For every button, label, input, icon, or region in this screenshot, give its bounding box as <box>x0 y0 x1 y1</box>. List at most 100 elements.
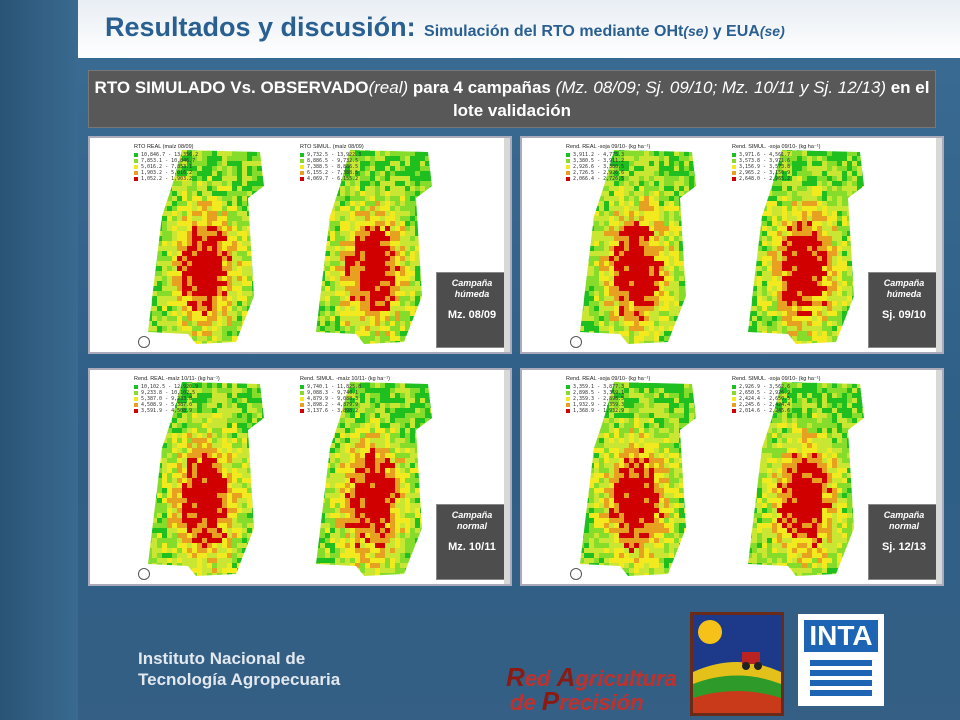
legend-row: 3,359.1 - 3,877.3 <box>566 384 650 390</box>
legend-row: 2,014.6 - 2,245.6 <box>732 408 821 414</box>
legend-row: 1,903.2 - 5,016.2 <box>134 170 198 176</box>
legend-swatch <box>134 177 138 181</box>
legend-simulated: Rend. SIMUL. -soja 09/10- (kg ha⁻¹) 3,971… <box>732 144 821 182</box>
legend-row: 2,898.5 - 3,359.1 <box>566 390 650 396</box>
campaign-year: Mz. 10/11 <box>448 541 496 553</box>
legend-range: 4,069.7 - 6,155.2 <box>307 176 359 182</box>
legend-title: Rend. REAL -soja 09/10- (kg ha⁻¹) <box>566 144 651 150</box>
legend-range: 3,380.5 - 3,911.2 <box>573 158 625 164</box>
campaign-badge: Campaña húmeda Sj. 09/10 <box>868 272 940 348</box>
simulated-yield-map <box>748 150 864 344</box>
legend-swatch <box>300 391 304 395</box>
institute-line2: Tecnología Agropecuaria <box>138 670 341 689</box>
legend-swatch <box>300 171 304 175</box>
legend-range: 2,726.5 - 2,926.6 <box>573 170 625 176</box>
campaign-year: Sj. 12/13 <box>881 541 927 553</box>
legend-swatch <box>300 165 304 169</box>
header-band <box>78 0 960 58</box>
legend-title: Rend. SIMUL. -soja 09/10- (kg ha⁻¹) <box>732 376 821 382</box>
legend-swatch <box>134 159 138 163</box>
legend-row: 3,380.5 - 3,911.2 <box>566 158 650 164</box>
legend-row: 1,932.9 - 2,359.3 <box>566 402 650 408</box>
legend-swatch <box>566 409 570 413</box>
slide-title: Resultados y discusión: Simulación del R… <box>105 12 785 43</box>
vertical-scrollbar[interactable] <box>936 370 942 584</box>
legend-range: 3,156.9 - 3,573.8 <box>739 164 791 170</box>
campaign-badge: Campaña húmeda Mz. 08/09 <box>436 272 508 348</box>
legend-range: 3,971.6 - 4,561.7 <box>739 152 791 158</box>
legend-title: Rend. REAL -maíz 10/11- (kg ha⁻¹) <box>134 376 220 382</box>
legend-row: 3,591.9 - 4,508.9 <box>134 408 220 414</box>
legend-range: 2,965.2 - 3,156.9 <box>739 170 791 176</box>
real-yield-map <box>580 382 696 576</box>
legend-row: 6,155.2 - 7,388.5 <box>300 170 364 176</box>
legend-row: 8,886.5 - 9,732.5 <box>300 158 364 164</box>
campaign-label: Campaña normal <box>883 510 925 531</box>
legend-range: 2,926.9 - 3,562.6 <box>739 384 791 390</box>
legend-range: 2,359.3 - 2,898.5 <box>573 396 625 402</box>
legend-row: 4,069.7 - 6,155.2 <box>300 176 364 182</box>
vertical-scrollbar[interactable] <box>504 138 510 352</box>
legend-swatch <box>732 391 736 395</box>
legend-range: 5,016.2 - 7,853.1 <box>141 164 193 170</box>
legend-row: 10,846.7 - 13,356.2 <box>134 152 198 158</box>
legend-row: 3,573.8 - 3,971.6 <box>732 158 821 164</box>
legend-range: 1,932.9 - 2,359.3 <box>573 402 625 408</box>
legend-range: 1,903.2 - 5,016.2 <box>141 170 193 176</box>
campaign-label: Campaña húmeda <box>883 278 925 299</box>
left-bar <box>0 0 78 720</box>
vertical-scrollbar[interactable] <box>504 370 510 584</box>
simulated-yield-map <box>316 150 432 344</box>
legend-title: RTO SIMUL. (maíz 08/09) <box>300 144 364 150</box>
legend-row: 2,648.0 - 2,965.2 <box>732 176 821 182</box>
legend-title: Rend. REAL -soja 09/10- (kg ha⁻¹) <box>566 376 651 382</box>
legend-swatch <box>566 403 570 407</box>
rap-emblem-image <box>690 612 784 716</box>
rap-logo: Red Agricultura de Precisión <box>498 656 684 716</box>
legend-range: 4,508.9 - 5,387.0 <box>141 402 193 408</box>
legend-range: 7,853.1 - 10,846.7 <box>141 158 196 164</box>
institute-line1: Instituto Nacional de <box>138 649 306 668</box>
legend-swatch <box>566 159 570 163</box>
rap-logo-line2: de Precisión <box>510 686 644 716</box>
legend-swatch <box>300 177 304 181</box>
legend-row: 2,424.4 - 2,650.5 <box>732 396 821 402</box>
legend-range: 1,368.9 - 1,932.9 <box>573 408 625 414</box>
legend-swatch <box>566 177 570 181</box>
legend-range: 3,591.9 - 4,508.9 <box>141 408 193 414</box>
campaign-badge: Campaña normal Mz. 10/11 <box>436 504 508 580</box>
legend-range: 2,014.6 - 2,245.6 <box>739 408 791 414</box>
campaign-year: Mz. 08/09 <box>447 309 497 321</box>
legend-row: 4,508.9 - 5,387.0 <box>134 402 220 408</box>
legend-row: 2,926.6 - 3,380.5 <box>566 164 650 170</box>
legend-swatch <box>300 385 304 389</box>
legend-row: 1,368.9 - 1,932.9 <box>566 408 650 414</box>
legend-swatch <box>300 403 304 407</box>
legend-range: 2,650.5 - 2,926.9 <box>739 390 791 396</box>
legend-range: 9,740.1 - 11,825.8 <box>307 384 362 390</box>
map-panel: Rend. REAL -soja 09/10- (kg ha⁻¹) 3,911.2… <box>520 136 944 354</box>
legend-swatch <box>732 165 736 169</box>
title-sub: Simulación del RTO mediante OHt(se) y EU… <box>424 23 785 40</box>
legend-swatch <box>134 403 138 407</box>
legend-range: 3,898.2 - 4,879.9 <box>307 402 359 408</box>
legend-range: 6,155.2 - 7,388.5 <box>307 170 359 176</box>
rap-logo-line1: Red Agricultura <box>506 662 677 692</box>
legend-swatch <box>300 153 304 157</box>
legend-simulated: Rend. SIMUL. -maíz 10/11- (kg ha⁻¹) 9,740… <box>300 376 390 414</box>
campaign-badge: Campaña normal Sj. 12/13 <box>868 504 940 580</box>
legend-title: Rend. SIMUL. -soja 09/10- (kg ha⁻¹) <box>732 144 821 150</box>
legend-range: 3,573.8 - 3,971.6 <box>739 158 791 164</box>
legend-swatch <box>134 153 138 157</box>
legend-row: 3,156.9 - 3,573.8 <box>732 164 821 170</box>
legend-real: RTO REAL (maíz 08/09) 10,846.7 - 13,356.2… <box>134 144 198 182</box>
legend-range: 2,245.6 - 2,424.4 <box>739 402 791 408</box>
legend-swatch <box>566 171 570 175</box>
map-panel: Rend. REAL -soja 09/10- (kg ha⁻¹) 3,359.1… <box>520 368 944 586</box>
legend-range: 9,088.3 - 9,740.1 <box>307 390 359 396</box>
vertical-scrollbar[interactable] <box>936 138 942 352</box>
legend-row: 9,233.8 - 10,102.5 <box>134 390 220 396</box>
north-arrow-icon <box>138 336 150 348</box>
legend-range: 1,052.2 - 1,903.2 <box>141 176 193 182</box>
legend-swatch <box>566 397 570 401</box>
